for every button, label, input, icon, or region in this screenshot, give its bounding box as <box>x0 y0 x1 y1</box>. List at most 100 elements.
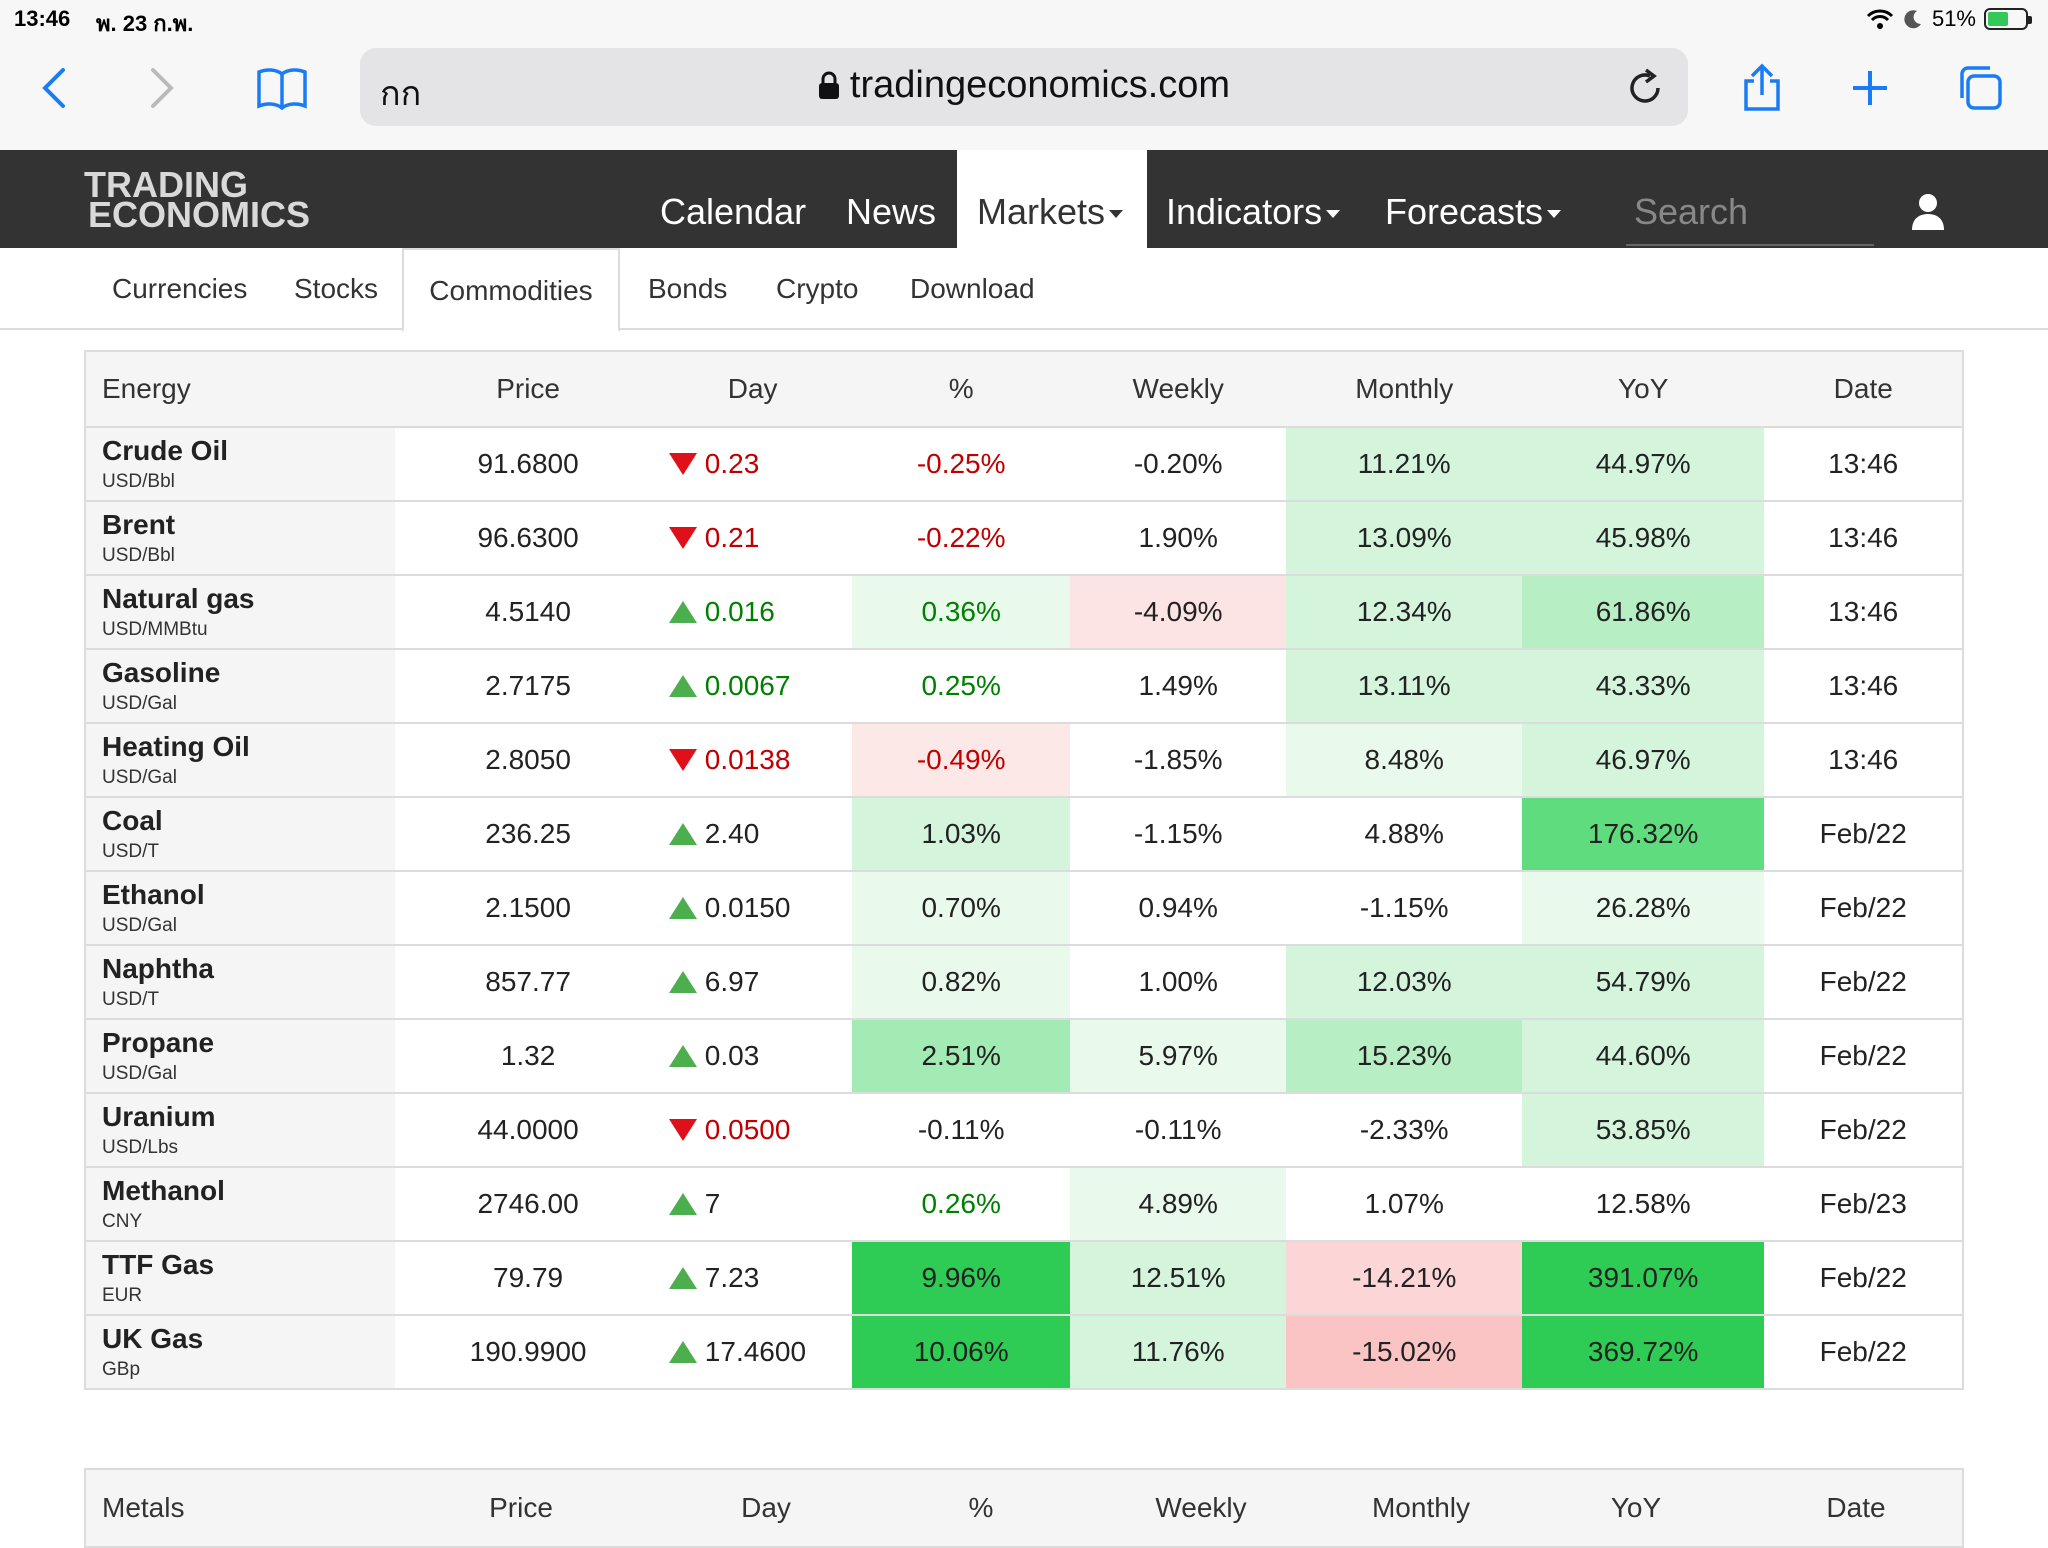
address-bar[interactable]: กก tradingeconomics.com <box>360 48 1688 126</box>
commodity-name-cell[interactable]: Gasoline USD/Gal <box>86 650 396 722</box>
commodity-name[interactable]: Naphtha <box>102 953 214 984</box>
arrow-up-icon <box>668 897 697 919</box>
commodity-name[interactable]: Uranium <box>102 1101 216 1132</box>
commodity-name-cell[interactable]: Brent USD/Bbl <box>86 502 396 574</box>
day-change-value: 2.40 <box>704 818 760 849</box>
site-logo[interactable]: TRADING ECONOMICS <box>84 164 311 235</box>
commodity-name-cell[interactable]: TTF Gas EUR <box>86 1242 396 1314</box>
commodity-name-cell[interactable]: Ethanol USD/Gal <box>86 872 396 944</box>
header-percent[interactable]: % <box>968 1492 994 1523</box>
tabs-button[interactable] <box>1948 56 2012 120</box>
table-row[interactable]: Coal USD/T 236.25 2.40 1.03% -1.15% 4.88… <box>86 798 1962 872</box>
commodity-name[interactable]: Natural gas <box>102 583 255 614</box>
reload-icon[interactable] <box>1626 66 1666 108</box>
price-cell: 236.25 <box>485 818 571 849</box>
table-row[interactable]: Natural gas USD/MMBtu 4.5140 0.016 0.36%… <box>86 576 1962 650</box>
commodity-name[interactable]: Ethanol <box>102 879 205 910</box>
commodity-name-cell[interactable]: Propane USD/Gal <box>86 1020 396 1092</box>
subnav-download[interactable]: Download <box>910 273 1035 304</box>
monthly-change-cell: 12.34% <box>1286 576 1522 648</box>
header-energy[interactable]: Energy <box>102 373 191 404</box>
commodity-name[interactable]: Methanol <box>102 1175 225 1206</box>
table-row[interactable]: Heating Oil USD/Gal 2.8050 0.0138 -0.49%… <box>86 724 1962 798</box>
commodity-name[interactable]: Gasoline <box>102 657 221 688</box>
monthly-change-cell: -15.02% <box>1286 1316 1522 1388</box>
subnav-stocks[interactable]: Stocks <box>294 273 379 304</box>
commodity-name-cell[interactable]: Heating Oil USD/Gal <box>86 724 396 796</box>
date: พ. 23 ก.พ. <box>96 11 194 36</box>
table-row[interactable]: Uranium USD/Lbs 44.0000 0.0500 -0.11% -0… <box>86 1094 1962 1168</box>
header-date[interactable]: Date <box>1833 373 1893 404</box>
search-input[interactable]: Search <box>1626 184 1874 246</box>
table-row[interactable]: Brent USD/Bbl 96.6300 0.21 -0.22% 1.90% … <box>86 502 1962 576</box>
table-row[interactable]: Naphtha USD/T 857.77 6.97 0.82% 1.00% 12… <box>86 946 1962 1020</box>
commodity-name-cell[interactable]: Natural gas USD/MMBtu <box>86 576 396 648</box>
header-price[interactable]: Price <box>489 1492 553 1523</box>
table-row[interactable]: Crude Oil USD/Bbl 91.6800 0.23 -0.25% -0… <box>86 428 1962 502</box>
header-monthly[interactable]: Monthly <box>1355 373 1454 404</box>
weekly-change-cell: 1.00% <box>1138 966 1218 997</box>
commodity-name-cell[interactable]: UK Gas GBp <box>86 1316 396 1388</box>
day-change-value: 0.0067 <box>704 670 791 701</box>
nav-forecasts[interactable]: Forecasts <box>1385 150 1562 248</box>
new-tab-button[interactable] <box>1838 56 1902 120</box>
table-row[interactable]: UK Gas GBp 190.9900 17.4600 10.06% 11.76… <box>86 1316 1962 1388</box>
header-day[interactable]: Day <box>741 1492 791 1523</box>
table-row[interactable]: Methanol CNY 2746.00 7 0.26% 4.89% 1.07%… <box>86 1168 1962 1242</box>
header-day[interactable]: Day <box>727 373 778 404</box>
header-date[interactable]: Date <box>1826 1492 1886 1523</box>
table-row[interactable]: TTF Gas EUR 79.79 7.23 9.96% 12.51% -14.… <box>86 1242 1962 1316</box>
commodity-name-cell[interactable]: Methanol CNY <box>86 1168 396 1240</box>
commodity-name[interactable]: UK Gas <box>102 1323 204 1354</box>
arrow-up-icon <box>668 1193 697 1215</box>
share-icon <box>1744 63 1780 111</box>
forward-button[interactable] <box>130 56 194 120</box>
percent-change-cell: -0.25% <box>916 448 1006 479</box>
day-change-value: 17.4600 <box>704 1336 807 1367</box>
arrow-down-icon <box>668 453 697 475</box>
bookmarks-button[interactable] <box>250 56 314 120</box>
day-change-value: 0.21 <box>704 522 760 553</box>
url-display[interactable]: tradingeconomics.com <box>360 64 1688 107</box>
nav-news[interactable]: News <box>846 191 937 232</box>
commodity-name-cell[interactable]: Coal USD/T <box>86 798 396 870</box>
weekly-change-cell: 1.90% <box>1138 522 1218 553</box>
commodity-name-cell[interactable]: Naphtha USD/T <box>86 946 396 1018</box>
weekly-change-cell: -4.09% <box>1069 576 1287 648</box>
commodity-name-cell[interactable]: Uranium USD/Lbs <box>86 1094 396 1166</box>
subnav-currencies[interactable]: Currencies <box>112 273 248 304</box>
chevron-left-icon <box>42 68 65 108</box>
nav-markets[interactable]: Markets <box>957 150 1147 248</box>
commodity-name[interactable]: Crude Oil <box>102 435 229 466</box>
nav-indicators[interactable]: Indicators <box>1166 150 1341 248</box>
commodity-name[interactable]: TTF Gas <box>102 1249 215 1280</box>
subnav-crypto[interactable]: Crypto <box>776 273 859 304</box>
subnav-bonds[interactable]: Bonds <box>648 273 728 304</box>
commodity-name-cell[interactable]: Crude Oil USD/Bbl <box>86 428 396 500</box>
header-yoy[interactable]: YoY <box>1618 373 1669 404</box>
nav-calendar[interactable]: Calendar <box>660 191 807 232</box>
table-row[interactable]: Propane USD/Gal 1.32 0.03 2.51% 5.97% 15… <box>86 1020 1962 1094</box>
commodity-name[interactable]: Coal <box>102 805 163 836</box>
text-size-button[interactable]: กก <box>380 75 422 113</box>
commodity-name[interactable]: Heating Oil <box>102 731 250 762</box>
arrow-up-icon <box>668 601 697 623</box>
yoy-change-cell: 45.98% <box>1521 502 1765 574</box>
commodity-name[interactable]: Propane <box>102 1027 215 1058</box>
user-icon[interactable] <box>1910 192 1946 232</box>
header-yoy[interactable]: YoY <box>1610 1492 1662 1523</box>
header-weekly[interactable]: Weekly <box>1155 1492 1247 1523</box>
header-weekly[interactable]: Weekly <box>1132 373 1224 404</box>
back-button[interactable] <box>22 56 86 120</box>
table-row[interactable]: Ethanol USD/Gal 2.1500 0.0150 0.70% 0.94… <box>86 872 1962 946</box>
header-percent[interactable]: % <box>948 373 974 404</box>
table-row[interactable]: Gasoline USD/Gal 2.7175 0.0067 0.25% 1.4… <box>86 650 1962 724</box>
monthly-change-cell: -1.15% <box>1359 892 1449 923</box>
share-button[interactable] <box>1730 56 1794 120</box>
subnav-commodities[interactable]: Commodities <box>402 248 620 332</box>
header-price[interactable]: Price <box>496 373 560 404</box>
day-change-value: 0.03 <box>704 1040 760 1071</box>
header-monthly[interactable]: Monthly <box>1371 1492 1471 1523</box>
commodity-name[interactable]: Brent <box>102 509 176 540</box>
header-metals[interactable]: Metals <box>102 1492 185 1523</box>
